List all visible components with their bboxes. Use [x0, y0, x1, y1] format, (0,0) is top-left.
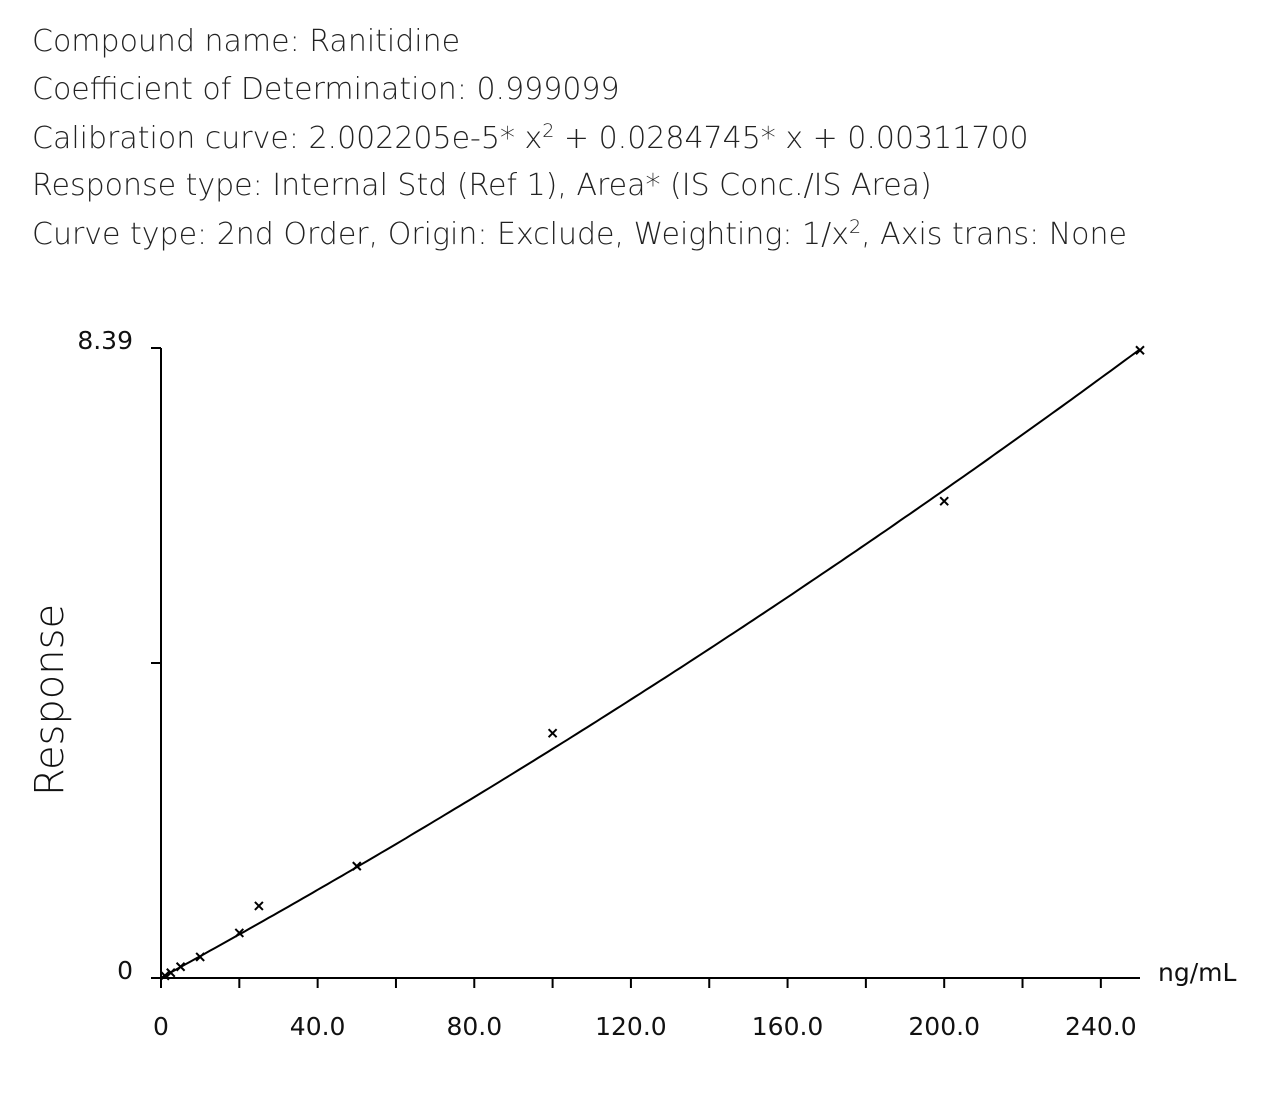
data-point [234, 928, 245, 938]
x-tick-label: 240.0 [1065, 1012, 1137, 1041]
x-tick-label: 0 [153, 1012, 169, 1041]
data-point [175, 962, 186, 972]
header-text: Compound name: Ranitidine [32, 24, 461, 59]
header-line: Coefficient of Determination: 0.999099 [32, 72, 620, 107]
header-line: Calibration curve: 2.002205e-5* x2 + 0.0… [32, 120, 1029, 156]
data-point [195, 952, 205, 962]
header-text: Curve type: 2nd Order, Origin: Exclude, … [32, 217, 850, 252]
y-tick-label: 8.39 [77, 326, 133, 355]
x-tick-label: 160.0 [752, 1012, 824, 1041]
header-text: , Axis trans: None [861, 217, 1127, 252]
data-point [1135, 345, 1145, 355]
header-text: 2 [542, 120, 555, 142]
header-line: Compound name: Ranitidine [32, 24, 460, 59]
header-text: Coefficient of Determination: 0.999099 [32, 72, 620, 107]
y-axis-label: Response [27, 604, 73, 796]
x-tick-label: 80.0 [446, 1012, 502, 1041]
x-tick-label: 40.0 [290, 1012, 346, 1041]
x-axis-label: ng/mL [1158, 958, 1236, 987]
fit-curve [160, 348, 1141, 979]
header-text: Response type: Internal Std (Ref 1), Are… [32, 168, 932, 203]
header-line: Curve type: 2nd Order, Origin: Exclude, … [32, 216, 1127, 252]
x-tick-label: 200.0 [908, 1012, 980, 1041]
data-point [352, 861, 362, 871]
x-tick-label: 120.0 [595, 1012, 667, 1041]
header-line: Response type: Internal Std (Ref 1), Are… [32, 168, 932, 203]
data-point [160, 971, 170, 981]
data-point [166, 968, 176, 978]
header-text: + 0.0284745* x + 0.00311700 [554, 121, 1029, 156]
data-point [547, 728, 558, 738]
header-text: Calibration curve: 2.002205e-5* x [32, 121, 543, 156]
data-point [254, 901, 264, 911]
data-point [939, 496, 949, 506]
header-text: 2 [849, 216, 862, 238]
y-tick-label: 0 [117, 956, 133, 985]
